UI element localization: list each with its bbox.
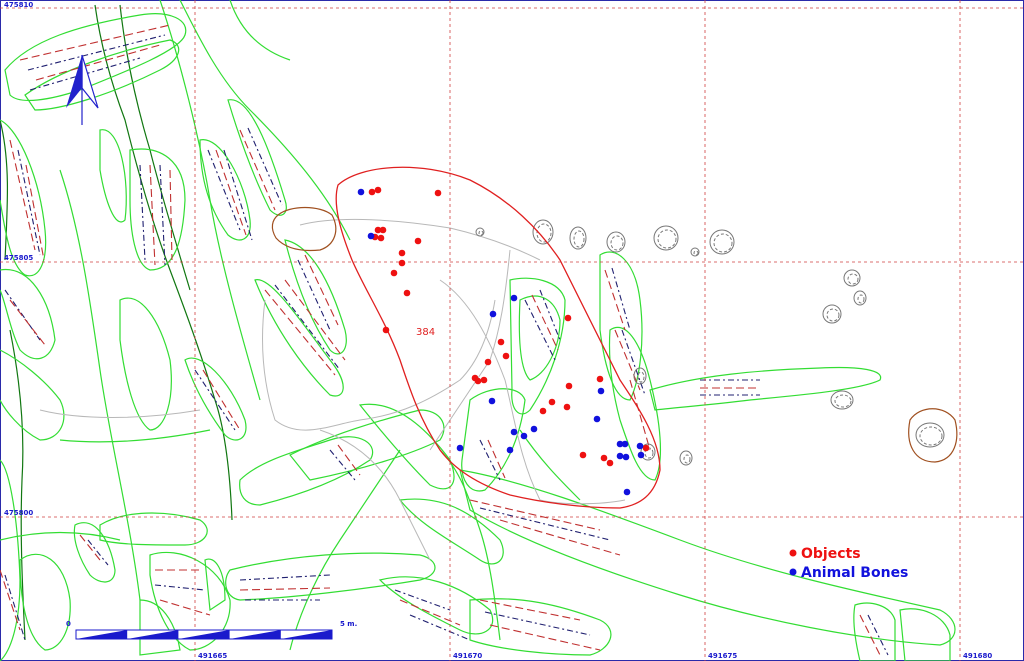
legend: Objects Animal Bones bbox=[789, 546, 908, 581]
objects-points bbox=[368, 186, 650, 467]
northing-label-475805: 475805 bbox=[4, 254, 33, 262]
brown-features bbox=[271, 206, 958, 463]
scale-start-label: 0 bbox=[66, 620, 71, 628]
legend-objects-label: Objects bbox=[801, 546, 861, 562]
easting-label-491665: 491665 bbox=[198, 652, 227, 660]
feature-hatching bbox=[0, 24, 889, 656]
scale-end-label: 5 m. bbox=[340, 620, 357, 628]
green-contours bbox=[0, 0, 956, 661]
dark-contours bbox=[0, 4, 233, 641]
scale-bar: 0 5 m. bbox=[66, 620, 357, 640]
easting-label-491675: 491675 bbox=[708, 652, 737, 660]
post-holes bbox=[475, 219, 945, 466]
northing-label-475810: 475810 bbox=[4, 1, 33, 9]
legend-animal-bones-label: Animal Bones bbox=[801, 565, 908, 581]
legend-animal-bones-marker bbox=[789, 568, 797, 576]
legend-objects-marker bbox=[789, 549, 797, 557]
easting-label-491680: 491680 bbox=[963, 652, 992, 660]
feature-384-boundary bbox=[335, 166, 661, 509]
animal-bones-points bbox=[357, 188, 645, 496]
northing-label-475800: 475800 bbox=[4, 509, 33, 517]
feature-label: 384 bbox=[416, 327, 435, 338]
easting-label-491670: 491670 bbox=[453, 652, 482, 660]
north-arrow-icon bbox=[66, 54, 99, 125]
